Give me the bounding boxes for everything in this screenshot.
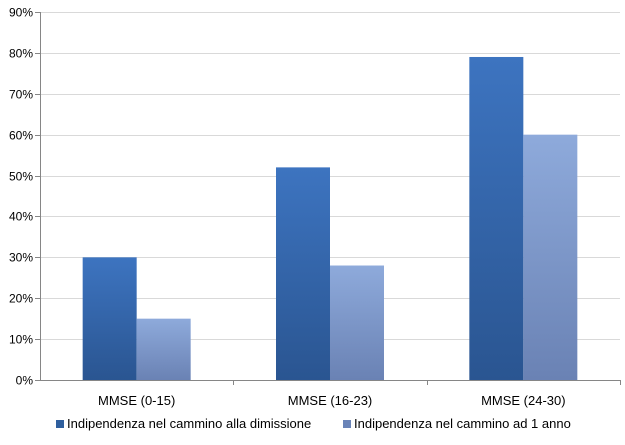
bar-series2-1 — [136, 318, 191, 380]
legend-label: Indipendenza nel cammino ad 1 anno — [354, 416, 571, 431]
legend-swatch — [343, 420, 351, 428]
y-tick-label: 70% — [9, 88, 33, 102]
legend-swatch — [56, 420, 64, 428]
x-category-label: MMSE (24-30) — [481, 393, 566, 408]
bar-series2-2 — [330, 265, 384, 380]
y-tick-label: 50% — [9, 170, 33, 184]
legend: Indipendenza nel cammino alla dimissione… — [56, 416, 571, 431]
x-category-label: MMSE (16-23) — [288, 393, 373, 408]
bar-series1-2 — [276, 167, 330, 380]
y-tick-label: 90% — [9, 6, 33, 20]
axis-labels: 0% 10% 20% 30% 40% 50% 60% 70% 80% 90% MMSE (0-15)… — [9, 6, 566, 409]
legend-label: Indipendenza nel cammino alla dimissione — [67, 416, 311, 431]
y-tick-label: 0% — [16, 374, 34, 388]
bar-series2-3 — [523, 134, 578, 380]
y-tick-label: 60% — [9, 129, 33, 143]
y-tick-label: 80% — [9, 47, 33, 61]
y-tick-label: 40% — [9, 210, 33, 224]
axes — [35, 12, 621, 385]
y-tick-label: 10% — [9, 333, 33, 347]
x-category-label: MMSE (0-15) — [98, 393, 175, 408]
y-tick-label: 20% — [9, 292, 33, 306]
bar-series1-3 — [469, 56, 524, 380]
y-tick-label: 30% — [9, 251, 33, 265]
bars — [82, 56, 578, 380]
bar-series1-1 — [82, 257, 137, 380]
